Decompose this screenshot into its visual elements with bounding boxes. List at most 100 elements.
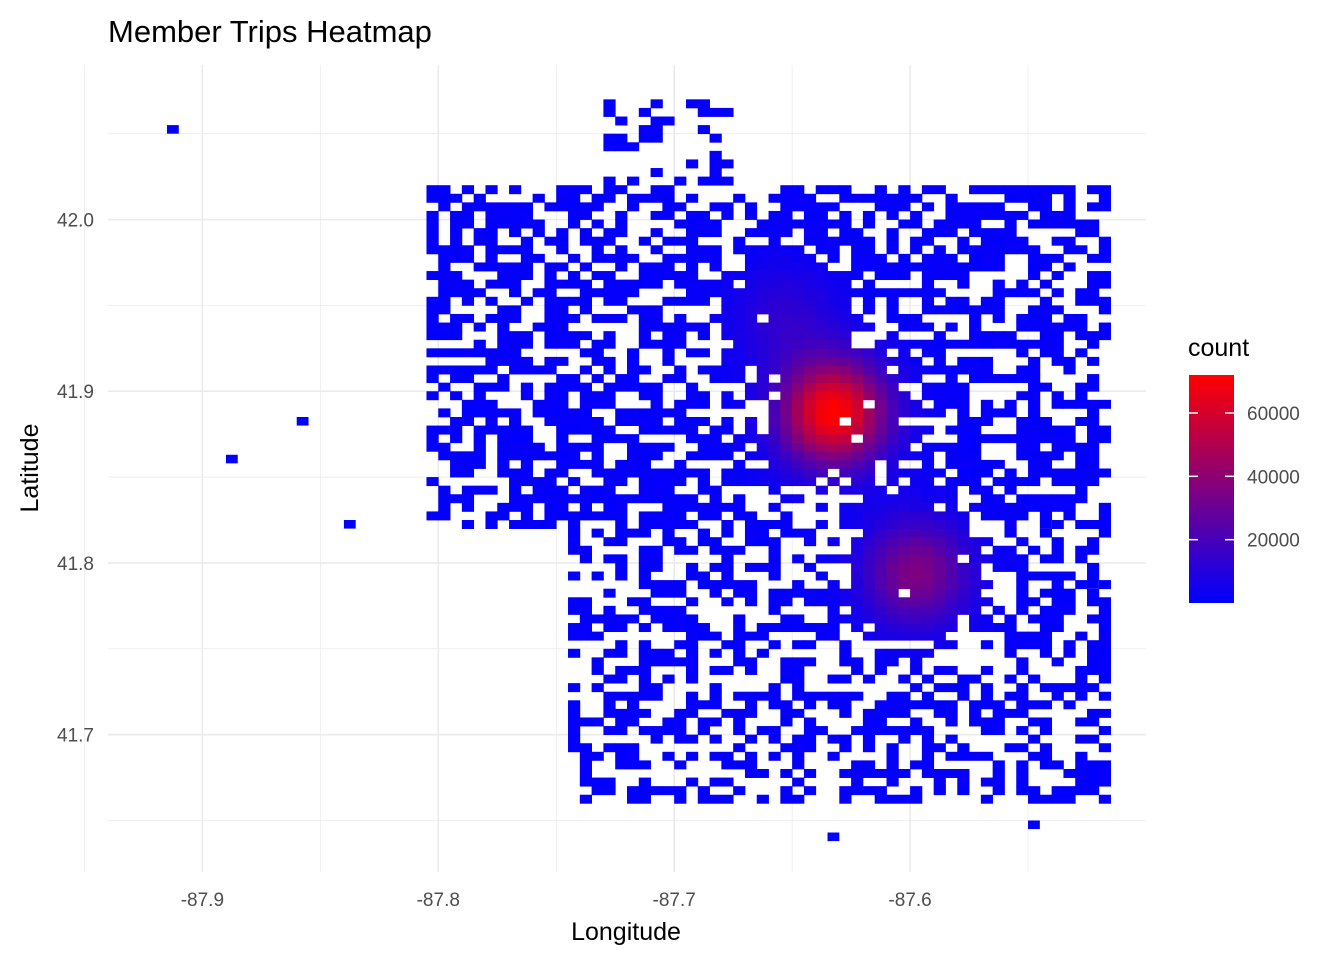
heatmap-cell xyxy=(886,374,899,384)
heatmap-cell xyxy=(768,279,781,289)
heatmap-cell xyxy=(627,193,640,203)
heatmap-cell xyxy=(674,640,687,650)
heatmap-cell xyxy=(851,777,864,787)
heatmap-cell xyxy=(721,374,734,384)
heatmap-cell xyxy=(1087,708,1100,718)
heatmap-cell xyxy=(662,580,675,590)
heatmap-cell xyxy=(461,399,475,409)
heatmap-cell xyxy=(685,520,699,529)
heatmap-cell xyxy=(579,597,593,607)
heatmap-cell xyxy=(1087,777,1100,787)
heatmap-cell xyxy=(851,451,864,461)
heatmap-cell xyxy=(568,597,581,607)
heatmap-cell xyxy=(862,391,876,401)
heatmap-cell xyxy=(827,245,840,255)
y-tick-label: 41.8 xyxy=(57,554,94,575)
heatmap-cell xyxy=(780,271,793,281)
heatmap-cell xyxy=(615,554,628,564)
heatmap-cell xyxy=(1087,451,1100,461)
heatmap-cell xyxy=(945,451,958,461)
heatmap-cell xyxy=(509,271,522,281)
heatmap-cell xyxy=(1016,657,1029,667)
heatmap-cell xyxy=(969,751,982,761)
heatmap-cell xyxy=(921,202,935,212)
heatmap-cell xyxy=(756,391,769,401)
heatmap-cell xyxy=(898,734,911,744)
heatmap-cell xyxy=(662,331,675,341)
heatmap-cell xyxy=(674,202,687,212)
heatmap-cell xyxy=(839,210,852,220)
heatmap-cell xyxy=(898,494,911,504)
heatmap-cell xyxy=(1051,399,1064,409)
heatmap-cell-outlier xyxy=(1028,820,1040,830)
heatmap-cell xyxy=(851,588,864,598)
heatmap-cell xyxy=(756,434,769,444)
heatmap-cell xyxy=(426,322,439,332)
heatmap-cell xyxy=(921,365,935,375)
heatmap-cell xyxy=(579,777,593,787)
heatmap-cell xyxy=(497,382,510,392)
heatmap-cell xyxy=(874,708,887,718)
heatmap-cell xyxy=(803,442,817,452)
heatmap-cell xyxy=(721,640,734,650)
heatmap-cell xyxy=(450,459,463,469)
heatmap-cell xyxy=(615,760,628,770)
heatmap-cell xyxy=(627,528,640,538)
heatmap-cell xyxy=(685,648,699,658)
heatmap-cell xyxy=(980,494,994,504)
heatmap-cell xyxy=(862,210,876,220)
heatmap-cell xyxy=(438,271,451,281)
heatmap-cell xyxy=(1016,391,1029,401)
heatmap-cell xyxy=(650,116,663,126)
heatmap-cell xyxy=(591,202,604,212)
heatmap-cell xyxy=(933,356,946,366)
heatmap-cell xyxy=(638,640,651,650)
heatmap-cell xyxy=(1075,382,1088,392)
heatmap-cell xyxy=(827,331,840,341)
heatmap-cell xyxy=(933,348,946,358)
heatmap-cell xyxy=(744,288,758,298)
heatmap-cell xyxy=(874,494,887,504)
heatmap-cell xyxy=(520,210,534,220)
heatmap-cell xyxy=(874,485,887,495)
heatmap-cell xyxy=(662,296,675,306)
heatmap-cell xyxy=(1098,245,1112,255)
heatmap-cell xyxy=(839,648,852,658)
heatmap-cell xyxy=(1087,717,1100,727)
heatmap-cell xyxy=(874,425,887,435)
heatmap-cell xyxy=(839,734,852,744)
heatmap-cell xyxy=(544,382,557,392)
heatmap-cell xyxy=(898,434,911,444)
heatmap-cell xyxy=(969,322,982,332)
heatmap-cell xyxy=(1063,477,1076,487)
heatmap-cell xyxy=(815,485,828,495)
heatmap-cell xyxy=(1075,786,1088,796)
heatmap-cell xyxy=(461,408,475,418)
heatmap-cell xyxy=(862,416,876,426)
heatmap-cell xyxy=(1039,434,1053,444)
heatmap-cell xyxy=(709,751,722,761)
heatmap-cell xyxy=(1039,322,1053,332)
heatmap-cell xyxy=(1004,399,1017,409)
heatmap-cell xyxy=(591,485,604,495)
heatmap-cell xyxy=(910,648,923,658)
heatmap-cell xyxy=(556,511,569,521)
heatmap-cell xyxy=(1016,348,1029,358)
heatmap-cell xyxy=(851,657,864,667)
heatmap-cell xyxy=(898,502,911,512)
heatmap-cell xyxy=(1016,245,1029,255)
heatmap-cell xyxy=(827,477,840,487)
heatmap-cell xyxy=(438,502,451,512)
heatmap-cell xyxy=(792,279,805,289)
heatmap-cell xyxy=(827,597,840,607)
heatmap-cell xyxy=(792,374,805,384)
heatmap-cell xyxy=(945,605,958,615)
heatmap-cell xyxy=(792,614,805,624)
heatmap-cell xyxy=(839,640,852,650)
heatmap-cell xyxy=(603,382,616,392)
heatmap-cell xyxy=(933,382,946,392)
heatmap-cell xyxy=(1098,768,1112,778)
y-tick-label: 42.0 xyxy=(57,211,94,232)
heatmap-cell xyxy=(862,588,876,598)
heatmap-cell xyxy=(1028,425,1041,435)
